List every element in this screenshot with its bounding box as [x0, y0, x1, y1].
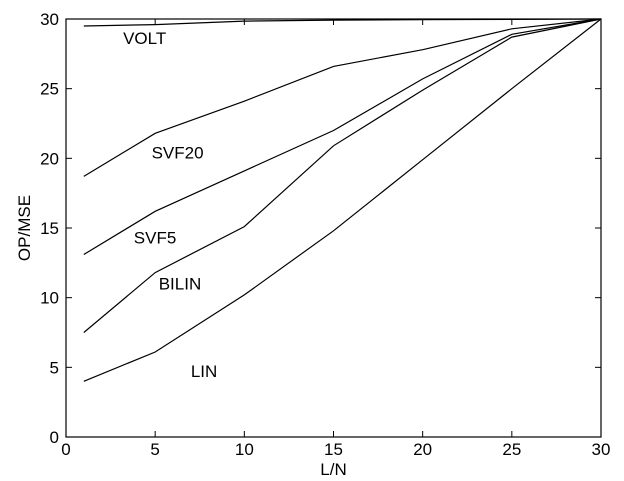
y-tick-label: 10: [40, 289, 59, 308]
x-tick-label: 15: [324, 440, 343, 459]
series-line-bilin: [83, 18, 602, 333]
y-tick-label: 15: [40, 219, 59, 238]
x-tick-label: 5: [150, 440, 159, 459]
x-tick-label: 0: [61, 440, 70, 459]
series-lines: [83, 18, 602, 382]
series-label-svf5: SVF5: [134, 228, 177, 247]
series-line-svf20: [83, 18, 602, 177]
x-tick-label: 25: [502, 440, 521, 459]
x-tick-label: 20: [413, 440, 432, 459]
x-tick-label: 30: [592, 440, 611, 459]
series-labels: VOLT SVF20 SVF5 BILIN LIN: [123, 29, 217, 381]
x-axis-ticks: 0 5 10 15 20 25 30: [61, 19, 610, 459]
y-tick-label: 30: [40, 10, 59, 29]
y-axis-label: OP/MSE: [15, 195, 34, 261]
x-axis-label: L/N: [320, 460, 346, 479]
series-line-svf5: [83, 18, 602, 256]
series-line-lin: [83, 18, 602, 382]
x-tick-label: 10: [235, 440, 254, 459]
y-tick-label: 0: [50, 428, 59, 447]
series-line-volt: [83, 18, 602, 27]
series-label-svf20: SVF20: [152, 143, 204, 162]
y-axis-ticks: 0 5 10 15 20 25 30: [40, 10, 601, 447]
y-tick-label: 5: [50, 358, 59, 377]
series-label-volt: VOLT: [123, 29, 166, 48]
y-tick-label: 20: [40, 149, 59, 168]
series-label-bilin: BILIN: [159, 274, 202, 293]
y-tick-label: 25: [40, 80, 59, 99]
series-label-lin: LIN: [191, 362, 217, 381]
